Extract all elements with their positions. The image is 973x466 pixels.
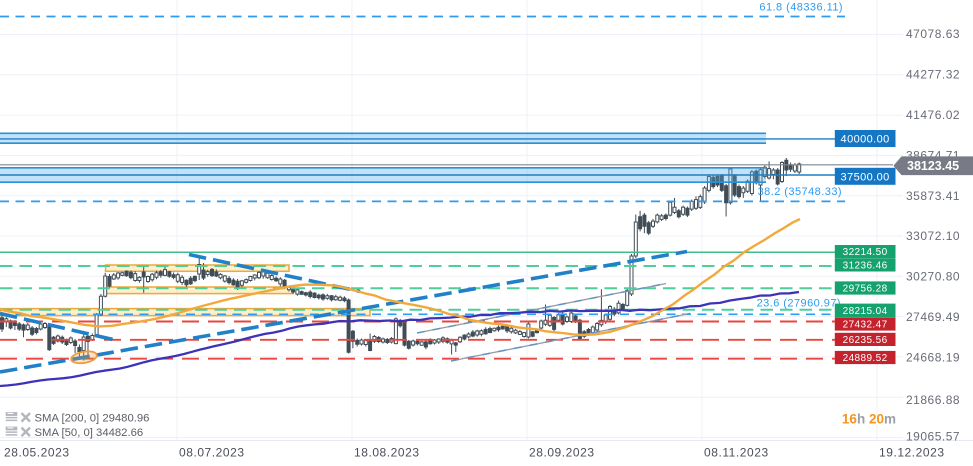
svg-text:18.08.2023: 18.08.2023 [354, 446, 420, 460]
svg-text:21866.88: 21866.88 [906, 393, 960, 407]
svg-text:08.07.2023: 08.07.2023 [179, 446, 245, 460]
svg-text:35873.41: 35873.41 [906, 189, 960, 203]
svg-text:31236.46: 31236.46 [843, 261, 888, 272]
svg-text:44277.32: 44277.32 [906, 68, 960, 82]
svg-text:27469.49: 27469.49 [906, 310, 960, 324]
svg-text:19.12.2023: 19.12.2023 [879, 446, 945, 460]
svg-text:19065.57: 19065.57 [906, 430, 960, 444]
svg-text:26235.56: 26235.56 [843, 335, 888, 346]
svg-text:33072.10: 33072.10 [906, 229, 960, 243]
svg-text:38.2 (35748.33): 38.2 (35748.33) [758, 186, 842, 198]
svg-text:16h 20m: 16h 20m [842, 412, 896, 427]
svg-text:24889.52: 24889.52 [843, 353, 888, 364]
svg-text:38123.45: 38123.45 [907, 159, 959, 173]
svg-text:08.11.2023: 08.11.2023 [704, 446, 769, 460]
svg-text:29756.28: 29756.28 [843, 284, 888, 295]
svg-text:41476.02: 41476.02 [906, 108, 960, 122]
svg-text:24668.19: 24668.19 [906, 350, 960, 364]
svg-text:27432.47: 27432.47 [843, 320, 888, 331]
svg-text:32214.50: 32214.50 [843, 247, 888, 258]
svg-text:23.6 (27960.97): 23.6 (27960.97) [757, 298, 841, 310]
svg-text:40000.00: 40000.00 [841, 134, 890, 146]
svg-text:47078.63: 47078.63 [906, 27, 960, 41]
svg-text:61.8 (48336.11): 61.8 (48336.11) [759, 2, 843, 14]
svg-text:28.09.2023: 28.09.2023 [529, 446, 595, 460]
svg-text:30270.80: 30270.80 [906, 270, 960, 284]
svg-text:SMA [200, 0] 29480.96: SMA [200, 0] 29480.96 [35, 412, 150, 424]
svg-text:28.05.2023: 28.05.2023 [4, 446, 70, 460]
svg-text:37500.00: 37500.00 [841, 171, 890, 183]
svg-text:28215.04: 28215.04 [843, 306, 888, 317]
svg-text:SMA [50, 0] 34482.66: SMA [50, 0] 34482.66 [35, 427, 144, 439]
